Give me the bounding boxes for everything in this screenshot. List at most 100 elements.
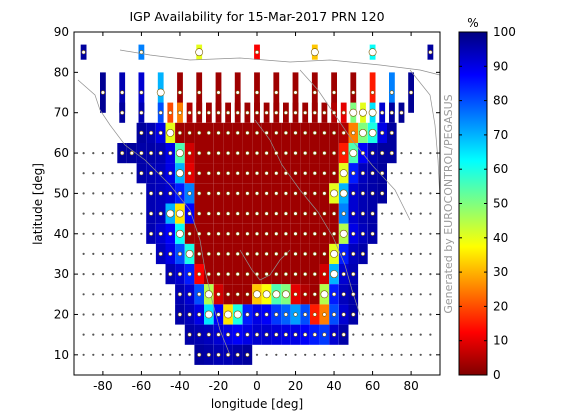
igp-marker	[380, 130, 385, 135]
igp-marker	[235, 251, 240, 256]
x-tick-label: 40	[326, 379, 341, 393]
grid-dot	[140, 353, 143, 356]
grid-dot	[429, 333, 432, 336]
grid-dot	[92, 353, 95, 356]
igp-marker	[166, 128, 175, 137]
grid-dot	[419, 252, 422, 255]
igp-marker	[149, 231, 154, 236]
igp-marker	[197, 312, 202, 317]
grid-dot	[313, 353, 316, 356]
igp-marker	[303, 151, 308, 156]
igp-marker	[351, 251, 356, 256]
igp-marker	[235, 352, 240, 357]
igp-marker	[428, 50, 433, 55]
igp-marker	[216, 171, 221, 176]
grid-dot	[169, 313, 172, 316]
grid-dot	[381, 252, 384, 255]
igp-marker	[264, 272, 269, 277]
grid-dot	[101, 212, 104, 215]
igp-marker	[158, 110, 163, 115]
igp-marker	[158, 151, 163, 156]
grid-dot	[159, 313, 162, 316]
grid-dot	[361, 333, 364, 336]
igp-marker	[351, 272, 356, 277]
igp-marker	[283, 312, 289, 317]
igp-marker	[235, 211, 240, 216]
igp-marker	[216, 130, 221, 135]
igp-marker	[226, 211, 231, 216]
grid-dot	[140, 273, 143, 276]
igp-marker	[310, 48, 319, 57]
igp-marker	[264, 231, 269, 236]
igp-marker	[245, 110, 250, 115]
igp-marker	[177, 130, 182, 135]
igp-marker	[303, 231, 308, 236]
grid-dot	[381, 333, 384, 336]
grid-dot	[130, 313, 133, 316]
igp-marker	[312, 312, 317, 317]
igp-marker	[281, 290, 290, 299]
grid-dot	[169, 293, 172, 296]
grid-dot	[101, 232, 104, 235]
igp-markers	[81, 48, 433, 357]
igp-marker	[197, 151, 202, 156]
grid-dot	[101, 252, 104, 255]
igp-marker	[197, 211, 202, 216]
colorbar-tick-label: 90	[493, 59, 508, 73]
igp-marker	[245, 211, 250, 216]
igp-marker	[322, 110, 327, 115]
igp-marker	[293, 312, 298, 317]
x-axis: -80 -60 -40 -20 0 20 40 60 80	[93, 32, 419, 393]
igp-marker	[351, 171, 356, 176]
igp-marker	[303, 292, 308, 297]
igp-marker	[168, 171, 173, 176]
igp-marker	[254, 151, 260, 156]
grid-dot	[121, 333, 124, 336]
igp-marker	[254, 50, 260, 55]
igp-marker	[274, 191, 279, 196]
igp-marker	[303, 251, 308, 256]
grid-dot	[121, 293, 124, 296]
grid-dot	[121, 252, 124, 255]
igp-marker	[341, 251, 346, 256]
igp-marker	[158, 191, 163, 196]
igp-marker	[206, 130, 211, 135]
igp-marker	[370, 231, 375, 236]
grid-dot	[111, 232, 114, 235]
igp-marker	[274, 110, 279, 115]
igp-marker	[274, 312, 279, 317]
grid-dot	[371, 273, 374, 276]
igp-marker	[177, 110, 182, 115]
igp-marker	[245, 312, 250, 317]
grid-dot	[304, 353, 307, 356]
igp-marker	[312, 151, 317, 156]
igp-marker	[197, 130, 202, 135]
igp-marker	[185, 249, 194, 258]
igp-marker	[187, 171, 192, 176]
igp-marker	[187, 191, 192, 196]
y-axis: 10 20 30 40 50 60 70 80 90	[54, 25, 440, 362]
igp-marker	[187, 211, 192, 216]
igp-marker	[235, 191, 240, 196]
grid-dot	[178, 353, 181, 356]
grid-dot	[371, 333, 374, 336]
igp-marker	[168, 251, 173, 256]
igp-marker	[312, 292, 317, 297]
igp-marker	[254, 110, 260, 115]
grid-dot	[429, 353, 432, 356]
grid-dot	[429, 212, 432, 215]
igp-marker	[293, 292, 298, 297]
igp-marker	[262, 290, 271, 299]
igp-marker	[358, 108, 367, 117]
igp-marker	[197, 352, 202, 357]
igp-marker	[216, 312, 221, 317]
igp-marker	[332, 130, 337, 135]
grid-dot	[400, 232, 403, 235]
grid-dot	[410, 333, 413, 336]
igp-marker	[197, 292, 202, 297]
grid-dot	[150, 293, 153, 296]
grid-dot	[429, 252, 432, 255]
igp-marker	[216, 231, 221, 236]
igp-marker	[158, 251, 163, 256]
igp-marker	[254, 251, 260, 256]
